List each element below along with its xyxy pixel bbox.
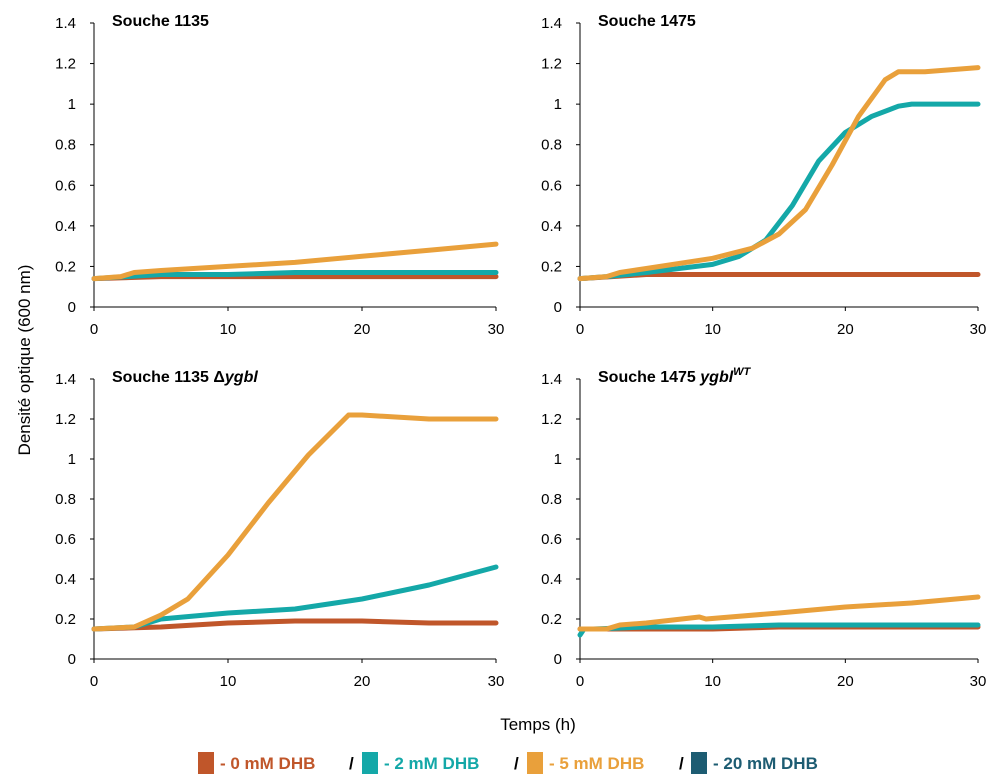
legend-swatch (198, 752, 214, 774)
series-line-5-mm-dhb (577, 594, 981, 632)
legend-swatch (691, 752, 707, 774)
y-tick-label: 1.2 (541, 56, 562, 73)
x-tick-label: 30 (970, 321, 987, 338)
panel-title: Souche 1475 (598, 13, 696, 30)
y-tick-label: 0.6 (55, 531, 76, 548)
legend-swatch (362, 752, 378, 774)
legend-separator: / (349, 754, 354, 773)
x-tick-label: 20 (837, 673, 854, 690)
y-tick-label: 0 (554, 651, 562, 668)
panel-title: Souche 1475 ygblWT (598, 366, 752, 386)
x-tick-label: 30 (488, 321, 505, 338)
x-tick-label: 10 (220, 673, 237, 690)
legend-label: - 2 mM DHB (384, 754, 479, 773)
legend-label: - 5 mM DHB (549, 754, 644, 773)
x-axis-label: Temps (h) (500, 715, 576, 734)
y-tick-label: 1.2 (541, 411, 562, 428)
y-tick-label: 1 (554, 96, 562, 113)
y-tick-label: 1.2 (55, 411, 76, 428)
legend-label: - 0 mM DHB (220, 754, 315, 773)
y-tick-label: 0 (68, 651, 76, 668)
legend-separator: / (514, 754, 519, 773)
chart-panel-2: 0 0.2 0.4 0.6 0.8 1 1.2 1.4 0 10 20 30 Souche 1475 (541, 13, 986, 338)
y-tick-label: 0.8 (541, 491, 562, 508)
y-tick-label: 0.2 (55, 258, 76, 275)
y-tick-label: 0.2 (541, 611, 562, 628)
y-tick-label: 1.4 (541, 15, 562, 32)
panel-title: Souche 1135 Δygbl (112, 369, 258, 386)
x-tick-label: 10 (704, 321, 721, 338)
panel-title: Souche 1135 (112, 13, 209, 30)
legend-swatch (527, 752, 543, 774)
y-tick-label: 0.8 (55, 491, 76, 508)
y-tick-label: 0.2 (541, 258, 562, 275)
y-axis-label: Densité optique (600 nm) (15, 265, 34, 456)
legend: - 0 mM DHB / - 2 mM DHB / - 5 mM DHB / - 20 mM… (198, 752, 818, 774)
y-tick-label: 0.8 (55, 137, 76, 154)
legend-label: - 20 mM DHB (713, 754, 818, 773)
y-tick-label: 0.6 (541, 177, 562, 194)
y-tick-label: 0.4 (541, 571, 562, 588)
series-line-5-mm-dhb (91, 241, 499, 282)
x-tick-label: 20 (837, 321, 854, 338)
x-tick-label: 0 (90, 321, 98, 338)
x-tick-label: 0 (576, 321, 584, 338)
series-line-5-mm-dhb (91, 412, 499, 632)
y-tick-label: 1 (68, 451, 76, 468)
y-tick-label: 1 (68, 96, 76, 113)
x-tick-label: 0 (576, 673, 584, 690)
series-line-0-mm-dhb (91, 618, 499, 632)
x-tick-label: 20 (354, 321, 371, 338)
y-tick-label: 0.6 (55, 177, 76, 194)
x-tick-label: 10 (220, 321, 237, 338)
series-line-5-mm-dhb (577, 65, 981, 282)
y-tick-label: 0.8 (541, 137, 562, 154)
x-tick-label: 30 (488, 673, 505, 690)
chart-panel-3: 0 0.2 0.4 0.6 0.8 1 1.2 1.4 0 10 20 30 Souche 1135 Δ… (55, 369, 504, 690)
series-line-2-mm-dhb (91, 270, 499, 282)
y-tick-label: 1.4 (541, 371, 562, 388)
x-tick-label: 0 (90, 673, 98, 690)
y-tick-label: 0.4 (55, 218, 76, 235)
y-tick-label: 0.2 (55, 611, 76, 628)
y-tick-label: 0.4 (541, 218, 562, 235)
series-line-2-mm-dhb (577, 101, 981, 282)
y-tick-label: 1.2 (55, 56, 76, 73)
y-tick-label: 0.6 (541, 531, 562, 548)
chart-panel-1: 0 0.2 0.4 0.6 0.8 1 1.2 1.4 0 10 20 30 Souche 1135 (55, 13, 504, 338)
x-tick-label: 30 (970, 673, 987, 690)
legend-separator: / (679, 754, 684, 773)
y-tick-label: 0.4 (55, 571, 76, 588)
y-tick-label: 1.4 (55, 15, 76, 32)
y-tick-label: 1.4 (55, 371, 76, 388)
y-tick-label: 1 (554, 451, 562, 468)
y-tick-label: 0 (554, 299, 562, 316)
x-tick-label: 10 (704, 673, 721, 690)
x-tick-label: 20 (354, 673, 371, 690)
y-tick-label: 0 (68, 299, 76, 316)
chart-panel-4: 0 0.2 0.4 0.6 0.8 1 1.2 1.4 0 10 20 30 Souche 1475 y… (541, 366, 986, 690)
